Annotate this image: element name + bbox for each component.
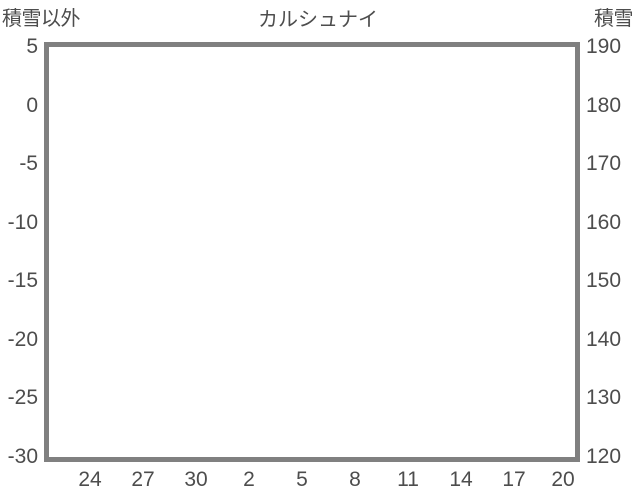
y-axis-right-tick-label: 150 [586,269,622,293]
x-axis-tick-label: 5 [296,468,308,491]
x-axis-tick-label: 17 [502,468,526,491]
x-axis-tick-label: 24 [78,468,102,491]
plot-frame [44,42,580,462]
y-axis-right-tick-label: 120 [586,445,622,468]
chart-title: カルシュナイ [258,9,378,31]
left-axis-title: 積雪以外 [2,8,81,30]
y-axis-left-tick-label: 5 [26,35,38,58]
y-axis-right-tick-label: 130 [586,386,622,410]
x-axis-tick-label: 8 [349,468,361,491]
y-axis-left-tick-label: -25 [7,386,38,410]
x-axis-tick-label: 14 [449,468,473,491]
x-axis-tick-label: 11 [397,468,419,491]
y-axis-left-tick-label: -5 [19,152,38,176]
y-axis-right-tick-label: 190 [586,35,622,58]
y-axis-right-tick-label: 180 [586,93,622,117]
y-axis-left-tick-label: -30 [7,445,38,468]
x-axis-tick-label: 20 [551,468,575,491]
right-axis-title: 積雪 [594,8,634,30]
y-axis-right-tick-label: 160 [586,210,622,234]
y-axis-left-tick-label: -10 [7,210,38,234]
x-axis-tick-label: 27 [131,468,155,491]
y-axis-right-tick-label: 170 [586,152,622,176]
x-axis-tick-label: 30 [184,468,208,491]
y-axis-right-tick-label: 140 [586,327,622,351]
y-axis-left-tick-label: -15 [7,269,38,293]
y-axis-left-tick-label: -20 [7,327,38,351]
y-axis-left-tick-label: 0 [26,93,38,117]
x-axis-tick-label: 2 [243,468,255,491]
